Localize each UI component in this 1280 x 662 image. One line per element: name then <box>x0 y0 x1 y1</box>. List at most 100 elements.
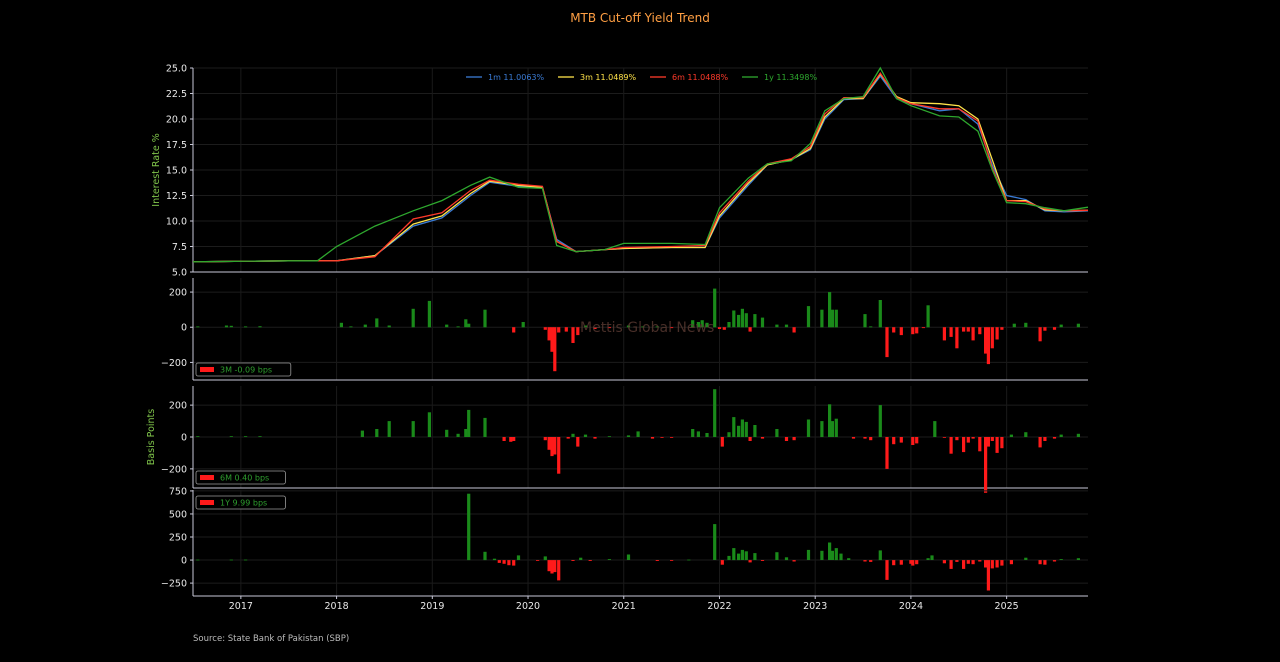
bar <box>869 560 873 562</box>
chart-title: MTB Cut-off Yield Trend <box>570 11 710 25</box>
bar <box>732 548 736 561</box>
bar <box>387 325 391 328</box>
bar <box>933 421 937 437</box>
watermark: Mettis Global News <box>580 320 715 336</box>
bar <box>878 550 882 561</box>
bar <box>607 327 611 329</box>
bar <box>748 327 752 332</box>
bar <box>775 429 779 437</box>
bar <box>1052 437 1057 439</box>
bar <box>828 292 832 328</box>
bar <box>713 288 717 328</box>
bar <box>828 542 832 560</box>
bar <box>892 560 896 566</box>
bar <box>467 323 471 328</box>
bar <box>899 437 903 443</box>
bar <box>691 429 695 437</box>
bar <box>926 558 930 560</box>
bar <box>691 320 695 328</box>
bar <box>492 558 497 561</box>
bar <box>753 553 757 560</box>
y-tick-label: −250 <box>161 579 187 590</box>
bar <box>995 437 999 453</box>
bar <box>655 560 659 561</box>
bar <box>978 437 982 452</box>
bar <box>445 324 449 328</box>
bar <box>830 550 834 560</box>
bar <box>593 327 597 329</box>
bar <box>483 551 487 561</box>
y-tick-label: 5.0 <box>172 268 187 279</box>
bar <box>641 326 645 328</box>
bar <box>547 560 551 572</box>
bar <box>1038 560 1042 565</box>
bar <box>851 437 856 439</box>
bar <box>830 309 834 328</box>
chart-panels: 5.0 7.5 10.0 12.5 15.0 17.5 20.0 22.5 25.0 1m 11.… <box>146 64 1089 612</box>
bar <box>583 325 588 328</box>
bar <box>229 325 233 328</box>
bar <box>839 553 843 561</box>
bar <box>1009 560 1013 565</box>
x-tick-label: 2022 <box>707 601 731 612</box>
bar <box>483 309 487 328</box>
bar <box>727 322 731 328</box>
bar <box>949 327 953 337</box>
bar <box>737 553 741 561</box>
bar <box>869 437 873 441</box>
bar <box>792 437 796 441</box>
bar <box>820 309 824 328</box>
legend: 3M -0.09 bps <box>195 362 292 377</box>
bar <box>899 327 903 336</box>
bar <box>915 327 919 334</box>
bar <box>700 320 704 328</box>
legend-label: 1y 11.3498% <box>764 73 817 82</box>
bar <box>892 327 896 333</box>
bar <box>1012 323 1016 328</box>
bar <box>502 437 506 441</box>
bar <box>885 437 889 469</box>
bar <box>244 559 248 561</box>
bar <box>557 327 561 333</box>
bar <box>1024 322 1028 328</box>
bar <box>962 437 966 453</box>
bar <box>984 437 988 493</box>
bar <box>655 326 659 328</box>
x-tick-label: 2021 <box>612 601 636 612</box>
bar <box>670 437 674 438</box>
bar <box>521 322 525 328</box>
source-note: Source: State Bank of Pakistan (SBP) <box>193 634 349 644</box>
bar <box>543 556 547 561</box>
x-tick-label: 2024 <box>899 601 923 612</box>
legend-box <box>195 495 286 510</box>
bar <box>363 324 367 328</box>
y-tick-label: 10.0 <box>166 217 187 228</box>
bar <box>553 437 557 455</box>
bar <box>543 437 547 441</box>
bar <box>543 327 547 330</box>
bar <box>1043 560 1047 565</box>
bar <box>971 437 975 439</box>
bar <box>909 560 913 564</box>
bar <box>467 493 471 561</box>
bar <box>784 557 789 561</box>
x-tick-label: 2020 <box>516 601 540 612</box>
y-tick-label: −200 <box>161 358 187 369</box>
legend-label: 6m 11.0488% <box>672 73 729 82</box>
y-tick-label: 250 <box>169 533 187 544</box>
bar <box>737 425 741 437</box>
bar <box>349 326 353 328</box>
y-tick-label: 200 <box>169 288 187 299</box>
bar <box>626 554 631 560</box>
bar <box>507 560 511 566</box>
bar <box>607 436 611 437</box>
panel-4: −250 0 250 500 750 1Y 9.99 bps <box>161 486 1088 597</box>
bar <box>258 326 262 328</box>
bar <box>955 327 959 349</box>
bar <box>1076 323 1080 328</box>
legend-box <box>195 470 286 485</box>
bar <box>1000 560 1004 566</box>
bar <box>512 437 516 441</box>
bar <box>878 300 882 328</box>
legend-box <box>195 362 292 377</box>
